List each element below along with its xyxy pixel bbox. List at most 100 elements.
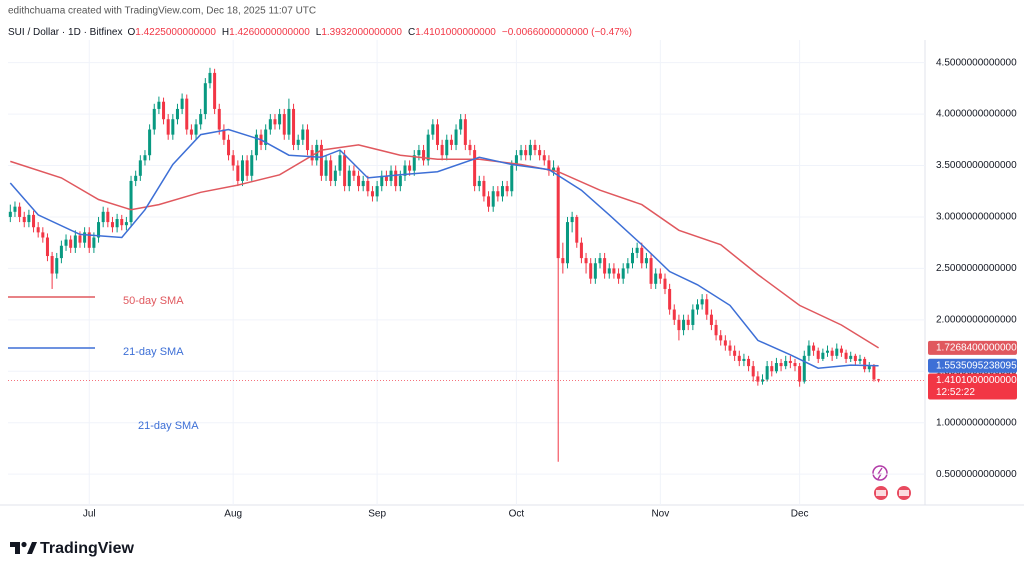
candle-body [449, 139, 453, 145]
candle-body [106, 211, 110, 223]
y-tick-label: 2.5000000000000 [936, 263, 1017, 274]
candle-body [301, 129, 305, 140]
candle-body [658, 273, 662, 279]
candle-body [97, 222, 101, 238]
candle-body [742, 358, 746, 361]
candle-body [719, 335, 723, 341]
y-tick-label: 4.5000000000000 [936, 57, 1017, 68]
candle-body [264, 129, 268, 145]
candle-body [352, 170, 356, 176]
candle-body [556, 167, 560, 259]
x-tick-label: Aug [224, 509, 242, 520]
candle-body [92, 237, 96, 248]
candle-body [78, 235, 82, 243]
candle-body [839, 348, 843, 353]
candle-body [830, 350, 834, 356]
candle-body [705, 299, 709, 315]
candle-body [236, 165, 240, 181]
candle-body [203, 83, 207, 115]
candle-body [570, 216, 574, 223]
candle-body [403, 165, 407, 176]
candle-body [598, 258, 602, 264]
candle-body [779, 363, 783, 367]
x-tick-label: Dec [791, 509, 809, 520]
price-badge-label: 1.7268400000000 [936, 343, 1017, 354]
candle-body [254, 134, 258, 156]
price-badge [928, 340, 1017, 355]
candle-body [138, 160, 142, 176]
candle-body [222, 129, 226, 140]
candle-body [333, 170, 337, 181]
candle-body [468, 144, 472, 151]
candle-body [867, 366, 871, 370]
candle-body [635, 247, 639, 253]
credit: edithchuama created with TradingView.com… [8, 6, 316, 17]
candle-body [584, 258, 588, 264]
candle-body [245, 160, 249, 176]
candle-body [292, 108, 296, 145]
ohlc-value: 1.4101000000000 [415, 27, 496, 38]
candle-body [347, 170, 351, 187]
candle-body [36, 227, 40, 233]
candle-body [519, 150, 523, 156]
icon [872, 465, 888, 481]
brand-logo: TradingView [10, 540, 135, 557]
candle-body [83, 232, 87, 243]
candle-body [496, 191, 500, 197]
candle-body [524, 150, 528, 156]
candle-body [853, 355, 857, 361]
price-badge [928, 373, 1017, 400]
candle-body [375, 186, 379, 197]
sma-line [9, 128, 879, 369]
candle-body [756, 376, 760, 382]
candle-body [723, 340, 727, 346]
logo-mark [27, 542, 37, 554]
x-tick-label: Nov [651, 509, 669, 520]
candle-body [714, 324, 718, 336]
candle-body [41, 232, 45, 238]
candle-body [677, 319, 681, 331]
candle-body [282, 114, 286, 135]
candle-body [454, 129, 458, 145]
candle-body [199, 114, 203, 125]
candle-body [180, 98, 184, 109]
candle-body [227, 139, 231, 156]
candle-body [324, 160, 328, 176]
candle-body [695, 304, 700, 310]
candle-body [185, 98, 189, 130]
candle-body [175, 108, 179, 120]
candle-body [482, 180, 486, 197]
candle-body [565, 222, 569, 264]
candle-body [579, 242, 583, 259]
candle-body [510, 165, 514, 192]
candle-body [361, 180, 365, 187]
candle-body [231, 155, 235, 166]
candle-body [500, 186, 504, 197]
candle-body [640, 247, 644, 264]
candle-body [319, 144, 323, 176]
candle-body [287, 108, 291, 135]
candle-body [538, 150, 542, 156]
candle-body [561, 258, 565, 264]
candle-body [166, 119, 170, 135]
candle-body [162, 101, 166, 120]
candle-body [663, 278, 667, 289]
candle-body [305, 129, 309, 151]
price-badge-label: 1.5535095238095 [936, 360, 1017, 371]
ohlc-value: 1.4225000000000 [135, 27, 216, 38]
candle-body [784, 360, 788, 367]
candle-body [751, 366, 755, 377]
icon [876, 490, 886, 496]
ohlc-key: L [316, 27, 322, 38]
y-tick-label: 1.0000000000000 [936, 417, 1017, 428]
candle-body [514, 155, 518, 166]
candle-body [45, 237, 49, 257]
candle-body [630, 252, 634, 264]
candle-body [27, 214, 31, 223]
candle-body [110, 222, 114, 228]
y-tick-label: 2.0000000000000 [936, 314, 1017, 325]
candle-body [603, 258, 607, 274]
candle-body [849, 355, 853, 359]
candle-body [8, 211, 12, 217]
candle-body [812, 345, 816, 351]
